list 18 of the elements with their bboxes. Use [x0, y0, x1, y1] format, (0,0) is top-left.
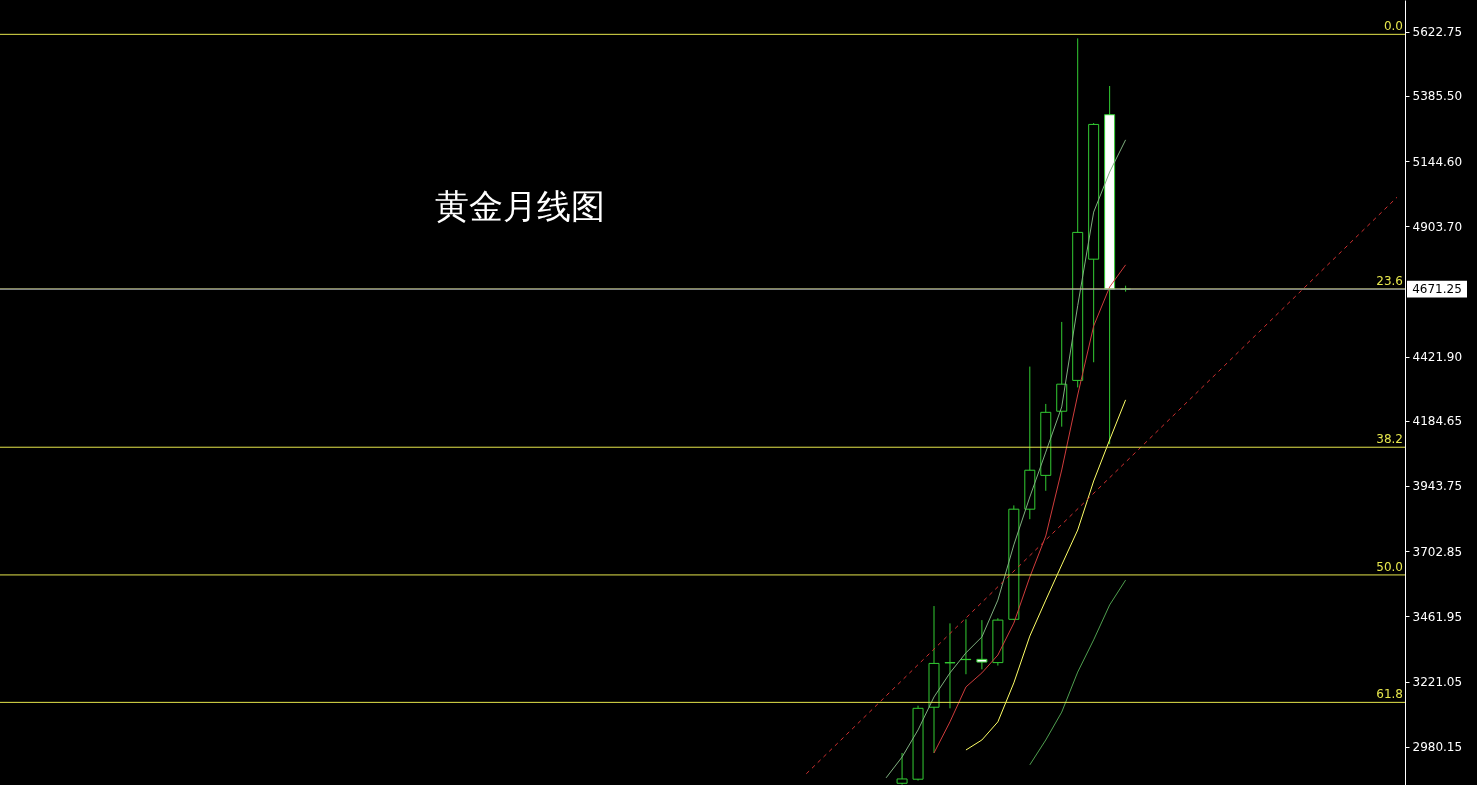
annotation: 0.0	[1383, 19, 1403, 34]
y-tick-label: 3702.85	[1412, 544, 1463, 559]
y-tick-label: 4184.65	[1412, 414, 1463, 429]
y-tick-label: 3943.75	[1412, 479, 1463, 494]
y-tick-label: 4903.70	[1412, 219, 1463, 234]
annotation: 23.6	[1376, 273, 1403, 288]
annotation: 50.0	[1376, 559, 1403, 574]
ref-line-label: 4671.25	[1412, 282, 1462, 297]
y-tick-label: 3461.95	[1412, 609, 1463, 624]
y-tick-label: 4421.90	[1412, 350, 1463, 365]
y-tick-label: 5622.75	[1412, 25, 1463, 40]
y-tick-label: 2980.15	[1412, 740, 1463, 755]
y-tick-label: 5385.50	[1412, 89, 1463, 104]
annotation: 61.8	[1376, 687, 1403, 702]
annotation: 38.2	[1376, 432, 1403, 447]
y-tick-label: 3221.05	[1412, 675, 1463, 690]
text: 黄金月线图	[435, 188, 605, 225]
y-tick-label: 5144.60	[1412, 154, 1463, 169]
